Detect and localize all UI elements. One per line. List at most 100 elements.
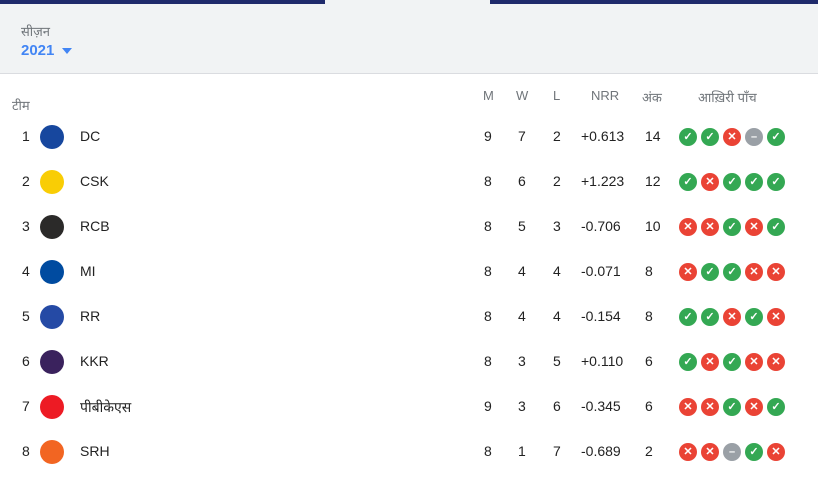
- table-row[interactable]: 6 KKR 8 3 5 +0.110 6 ✓ ✕ ✓ ✕ ✕: [0, 339, 818, 384]
- win-check-icon[interactable]: ✓: [767, 218, 785, 236]
- win-check-icon[interactable]: ✓: [767, 398, 785, 416]
- win-check-icon[interactable]: ✓: [767, 128, 785, 146]
- last-five-results: ✓ ✓ ✕ – ✓: [679, 128, 785, 146]
- win-check-icon[interactable]: ✓: [745, 173, 763, 191]
- loss-cross-icon[interactable]: ✕: [767, 353, 785, 371]
- team-logo: [40, 440, 64, 464]
- loss-cross-icon[interactable]: ✕: [723, 128, 741, 146]
- table-row[interactable]: 1 DC 9 7 2 +0.613 14 ✓ ✓ ✕ – ✓: [0, 114, 818, 159]
- points: 6: [645, 398, 653, 414]
- nrr: -0.706: [581, 218, 621, 234]
- win-check-icon[interactable]: ✓: [701, 308, 719, 326]
- nrr: +0.110: [581, 353, 624, 369]
- loss-cross-icon[interactable]: ✕: [701, 353, 719, 371]
- team-logo: [40, 125, 64, 149]
- active-tab-indicator: [325, 0, 490, 4]
- nrr: -0.345: [581, 398, 621, 414]
- nrr: +1.223: [581, 173, 625, 189]
- loss-cross-icon[interactable]: ✕: [723, 308, 741, 326]
- team-logo: [40, 170, 64, 194]
- points: 14: [645, 128, 661, 144]
- nrr: -0.154: [581, 308, 621, 324]
- loss-cross-icon[interactable]: ✕: [767, 443, 785, 461]
- team-logo: [40, 305, 64, 329]
- table-row[interactable]: 2 CSK 8 6 2 +1.223 12 ✓ ✕ ✓ ✓ ✓: [0, 159, 818, 204]
- points: 8: [645, 308, 653, 324]
- loss-cross-icon[interactable]: ✕: [745, 353, 763, 371]
- table-row[interactable]: 8 SRH 8 1 7 -0.689 2 ✕ ✕ – ✓ ✕: [0, 429, 818, 474]
- season-selector-panel: सीज़न 2021: [0, 4, 818, 74]
- loss-cross-icon[interactable]: ✕: [679, 218, 697, 236]
- table-row[interactable]: 3 RCB 8 5 3 -0.706 10 ✕ ✕ ✓ ✕ ✓: [0, 204, 818, 249]
- loss-cross-icon[interactable]: ✕: [679, 263, 697, 281]
- win-check-icon[interactable]: ✓: [701, 128, 719, 146]
- win-check-icon[interactable]: ✓: [679, 173, 697, 191]
- win-check-icon[interactable]: ✓: [745, 443, 763, 461]
- loss-cross-icon[interactable]: ✕: [679, 398, 697, 416]
- points: 8: [645, 263, 653, 279]
- last-five-results: ✕ ✓ ✓ ✕ ✕: [679, 263, 785, 281]
- points: 10: [645, 218, 661, 234]
- matches: 8: [484, 263, 492, 279]
- loss-cross-icon[interactable]: ✕: [745, 398, 763, 416]
- win-check-icon[interactable]: ✓: [679, 128, 697, 146]
- win-check-icon[interactable]: ✓: [679, 308, 697, 326]
- loss-cross-icon[interactable]: ✕: [701, 218, 719, 236]
- team-logo: [40, 395, 64, 419]
- position: 1: [22, 128, 30, 144]
- losses: 7: [553, 443, 561, 459]
- win-check-icon[interactable]: ✓: [723, 263, 741, 281]
- no-result-icon[interactable]: –: [745, 128, 763, 146]
- matches: 8: [484, 218, 492, 234]
- win-check-icon[interactable]: ✓: [723, 398, 741, 416]
- season-dropdown[interactable]: 2021: [21, 42, 73, 59]
- table-row[interactable]: 7 पीबीकेएस 9 3 6 -0.345 6 ✕ ✕ ✓ ✕ ✓: [0, 384, 818, 429]
- nrr: +0.613: [581, 128, 625, 144]
- win-check-icon[interactable]: ✓: [745, 308, 763, 326]
- wins: 7: [518, 128, 526, 144]
- team-logo: [40, 350, 64, 374]
- loss-cross-icon[interactable]: ✕: [745, 218, 763, 236]
- table-row[interactable]: 4 MI 8 4 4 -0.071 8 ✕ ✓ ✓ ✕ ✕: [0, 249, 818, 294]
- matches: 8: [484, 173, 492, 189]
- last-five-results: ✕ ✕ ✓ ✕ ✓: [679, 398, 785, 416]
- loss-cross-icon[interactable]: ✕: [767, 308, 785, 326]
- wins: 4: [518, 308, 526, 324]
- win-check-icon[interactable]: ✓: [701, 263, 719, 281]
- last-five-results: ✕ ✕ ✓ ✕ ✓: [679, 218, 785, 236]
- wins: 1: [518, 443, 526, 459]
- no-result-icon[interactable]: –: [723, 443, 741, 461]
- header-points: अंक: [642, 90, 662, 105]
- team-name: MI: [80, 263, 96, 279]
- losses: 2: [553, 173, 561, 189]
- loss-cross-icon[interactable]: ✕: [767, 263, 785, 281]
- table-row[interactable]: 5 RR 8 4 4 -0.154 8 ✓ ✓ ✕ ✓ ✕: [0, 294, 818, 339]
- matches: 8: [484, 443, 492, 459]
- position: 6: [22, 353, 30, 369]
- win-check-icon[interactable]: ✓: [723, 218, 741, 236]
- team-name: RR: [80, 308, 101, 324]
- matches: 8: [484, 353, 492, 369]
- points: 2: [645, 443, 653, 459]
- win-check-icon[interactable]: ✓: [723, 353, 741, 371]
- losses: 6: [553, 398, 561, 414]
- loss-cross-icon[interactable]: ✕: [701, 443, 719, 461]
- position: 3: [22, 218, 30, 234]
- losses: 4: [553, 308, 561, 324]
- losses: 2: [553, 128, 561, 144]
- matches: 9: [484, 398, 492, 414]
- last-five-results: ✕ ✕ – ✓ ✕: [679, 443, 785, 461]
- win-check-icon[interactable]: ✓: [723, 173, 741, 191]
- win-check-icon[interactable]: ✓: [767, 173, 785, 191]
- season-label: सीज़न: [21, 24, 51, 39]
- win-check-icon[interactable]: ✓: [679, 353, 697, 371]
- loss-cross-icon[interactable]: ✕: [701, 173, 719, 191]
- loss-cross-icon[interactable]: ✕: [745, 263, 763, 281]
- loss-cross-icon[interactable]: ✕: [679, 443, 697, 461]
- team-logo: [40, 260, 64, 284]
- last-five-results: ✓ ✕ ✓ ✓ ✓: [679, 173, 785, 191]
- position: 5: [22, 308, 30, 324]
- loss-cross-icon[interactable]: ✕: [701, 398, 719, 416]
- wins: 4: [518, 263, 526, 279]
- position: 4: [22, 263, 30, 279]
